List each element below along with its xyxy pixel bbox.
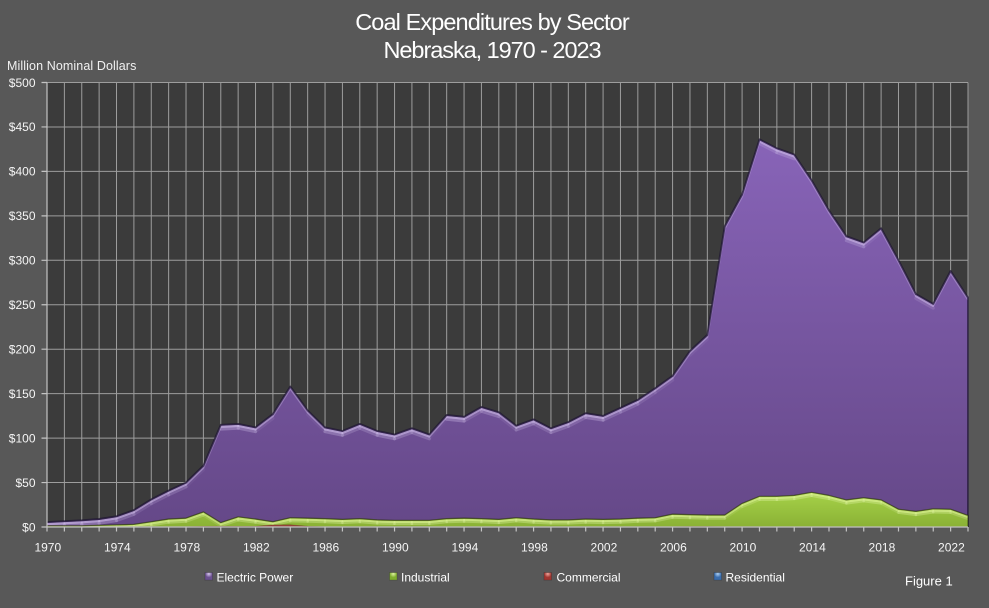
svg-text:2022: 2022	[938, 541, 965, 555]
svg-text:2018: 2018	[869, 541, 896, 555]
svg-text:1990: 1990	[382, 541, 409, 555]
svg-text:Figure 1: Figure 1	[905, 574, 953, 589]
svg-text:2010: 2010	[730, 541, 757, 555]
svg-text:1970: 1970	[34, 541, 61, 555]
svg-text:Residential: Residential	[726, 570, 785, 584]
svg-text:$400: $400	[9, 165, 36, 179]
svg-text:Commercial: Commercial	[557, 570, 621, 584]
svg-text:2002: 2002	[591, 541, 618, 555]
svg-text:$300: $300	[9, 254, 36, 268]
svg-text:$450: $450	[9, 120, 36, 134]
svg-text:$0: $0	[22, 520, 36, 534]
svg-text:1994: 1994	[452, 541, 479, 555]
svg-text:Industrial: Industrial	[401, 570, 450, 584]
svg-text:$100: $100	[9, 431, 36, 445]
svg-text:$150: $150	[9, 387, 36, 401]
svg-text:1986: 1986	[312, 541, 339, 555]
svg-text:$500: $500	[9, 76, 36, 90]
svg-text:Nebraska, 1970 - 2023: Nebraska, 1970 - 2023	[383, 37, 601, 63]
svg-text:2006: 2006	[660, 541, 687, 555]
svg-text:1974: 1974	[104, 541, 131, 555]
svg-text:$250: $250	[9, 298, 36, 312]
svg-text:2014: 2014	[799, 541, 826, 555]
svg-text:1998: 1998	[521, 541, 548, 555]
svg-text:1982: 1982	[243, 541, 270, 555]
svg-text:1978: 1978	[173, 541, 200, 555]
svg-text:Million Nominal Dollars: Million Nominal Dollars	[7, 59, 136, 73]
svg-text:Electric Power: Electric Power	[217, 570, 294, 584]
svg-text:Coal Expenditures by Sector: Coal Expenditures by Sector	[355, 9, 630, 35]
svg-text:$350: $350	[9, 209, 36, 223]
svg-text:$50: $50	[15, 476, 35, 490]
svg-text:$200: $200	[9, 343, 36, 357]
